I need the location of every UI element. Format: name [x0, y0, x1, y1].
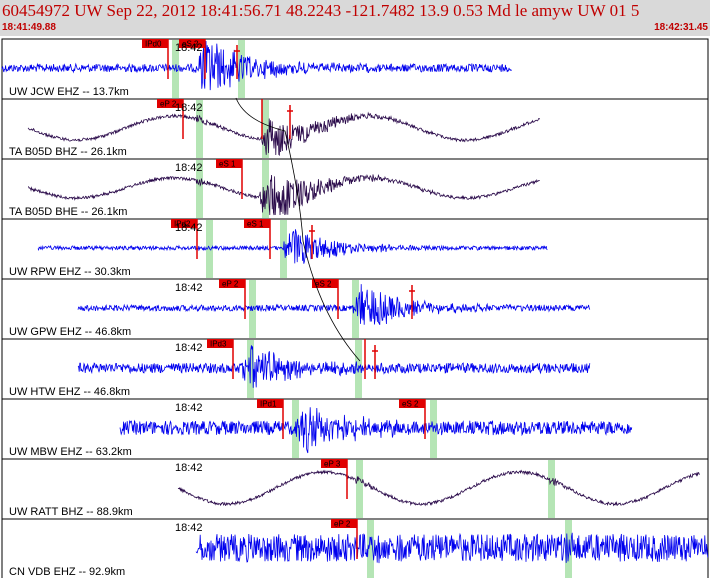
station-label: TA B05D BHZ -- 26.1km [9, 146, 127, 158]
pick-label: eS 2 [315, 280, 332, 289]
time-label: 18:42 [175, 402, 203, 414]
waveform [37, 229, 548, 264]
pick-label: eS 2 [402, 400, 419, 409]
arrival-band [172, 40, 179, 98]
waveform [77, 345, 591, 388]
time-label: 18:42 [175, 42, 203, 54]
window-end-time: 18:42:31.45 [654, 22, 708, 33]
station-label: CN VDB EHZ -- 92.9km [9, 566, 125, 578]
pick-label: eP 3 [324, 460, 341, 469]
station-label: UW GPW EHZ -- 46.8km [9, 326, 131, 338]
time-label: 18:42 [175, 462, 203, 474]
station-label: UW RATT BHZ -- 88.9km [9, 506, 133, 518]
pick-label: eS 1 [247, 220, 264, 229]
waveform [27, 111, 541, 156]
pick-tag[interactable] [171, 219, 197, 228]
pick-tag[interactable] [244, 219, 270, 228]
pick-label: IPd2 [174, 220, 191, 229]
waveform [195, 532, 709, 564]
arrival-band [196, 160, 203, 218]
pick-label: eS 2 [182, 40, 199, 49]
pick-tag[interactable] [179, 39, 205, 48]
pick-label: IPd0 [145, 40, 162, 49]
pick-label: IPd3 [210, 340, 227, 349]
window-start-time: 18:41:49.88 [2, 22, 56, 33]
pick-label: eP 2 [222, 280, 239, 289]
arrival-band [356, 460, 363, 518]
time-label: 18:42 [175, 162, 203, 174]
pick-tag[interactable] [142, 39, 168, 48]
arrival-band [196, 100, 203, 158]
time-label: 18:42 [175, 522, 203, 534]
time-label: 18:42 [175, 222, 203, 234]
pick-label: IPd1 [260, 400, 277, 409]
pick-label: eS 1 [219, 160, 236, 169]
time-label: 18:42 [175, 102, 203, 114]
waveform [177, 469, 700, 507]
time-label: 18:42 [175, 342, 203, 354]
event-header: 60454972 UW Sep 22, 2012 18:41:56.71 48.… [0, 0, 710, 36]
arrival-band [262, 100, 269, 158]
event-title: 60454972 UW Sep 22, 2012 18:41:56.71 48.… [2, 1, 640, 20]
arrival-band [548, 460, 555, 518]
pick-tag[interactable] [216, 159, 242, 168]
waveform [1, 40, 512, 91]
pick-tag[interactable] [331, 519, 357, 528]
arrival-band [262, 160, 269, 218]
station-label: UW HTW EHZ -- 46.8km [9, 386, 130, 398]
station-label: UW MBW EHZ -- 63.2km [9, 446, 132, 458]
pick-tag[interactable] [157, 99, 183, 108]
pick-tag[interactable] [219, 279, 245, 288]
waveform [119, 407, 633, 454]
station-label: UW JCW EHZ -- 13.7km [9, 86, 129, 98]
pick-tag[interactable] [257, 399, 283, 408]
arrival-band [352, 280, 359, 338]
pick-tag[interactable] [207, 339, 233, 348]
station-label: TA B05D BHE -- 26.1km [9, 206, 127, 218]
arrival-band [367, 520, 374, 578]
pick-tag[interactable] [321, 459, 347, 468]
travel-time-curve [235, 97, 361, 362]
station-label: UW RPW EHZ -- 30.3km [9, 266, 131, 278]
waveform [27, 173, 540, 216]
pick-label: eP 2 [334, 520, 351, 529]
waveform [77, 284, 591, 326]
pick-tag[interactable] [399, 399, 425, 408]
pick-tag[interactable] [312, 279, 338, 288]
time-label: 18:42 [175, 282, 203, 294]
pick-label: eP 2 [160, 100, 177, 109]
